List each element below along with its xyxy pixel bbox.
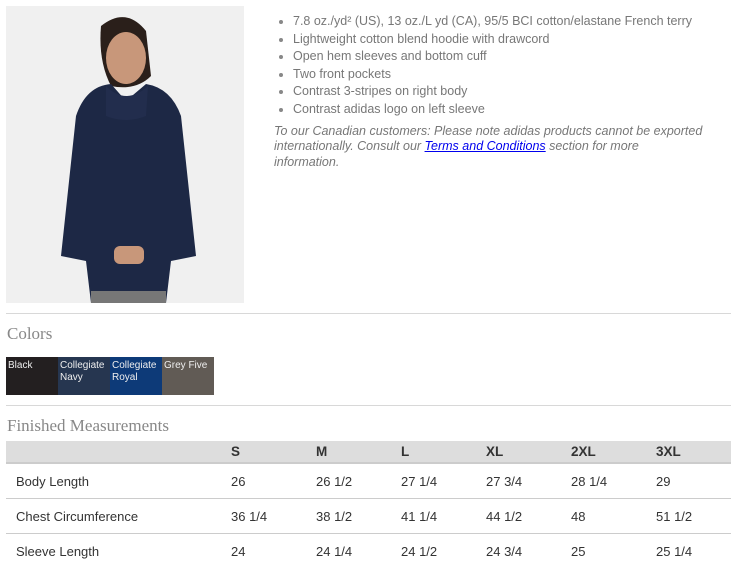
measurement-cell: 26 1/2 [316,463,401,499]
row-label: Sleeve Length [16,543,100,559]
terms-and-conditions-link[interactable]: Terms and Conditions [424,139,546,153]
header-size: L [401,441,486,464]
header-size: 3XL [656,441,731,464]
swatch-black[interactable]: Black [6,357,58,395]
canadian-customers-note: To our Canadian customers: Please note a… [274,124,704,171]
measurement-cell: 25 [571,543,586,559]
measurement-cell: 29 [656,463,731,499]
header-size: S [231,441,316,464]
header-size: 2XL [571,441,656,464]
divider [6,313,731,314]
feature-list: 7.8 oz./yd² (US), 13 oz./L yd (CA), 95/5… [274,14,704,116]
measurement-cell: 24 1/2 [401,543,438,559]
measurement-cell: 26 [231,463,316,499]
measurement-cell: 24 1/4 [316,543,353,559]
measurements-table: S M L XL 2XL 3XL Body Length 26 26 1/2 27 1… [6,441,731,568]
measurement-cell: 38 1/2 [316,498,401,534]
divider [6,405,731,406]
row-label: Chest Circumference [6,498,231,534]
feature-item: Open hem sleeves and bottom cuff [293,49,704,63]
table-row: Chest Circumference 36 1/4 38 1/2 41 1/4 44 … [6,498,731,534]
table-row: Body Length 26 26 1/2 27 1/4 27 3/4 28 1/4 29 [6,463,731,499]
measurements-title: Finished Measurements [7,416,169,435]
feature-item: 7.8 oz./yd² (US), 13 oz./L yd (CA), 95/5… [293,14,704,28]
swatch-collegiate-navy[interactable]: Collegiate Navy [58,357,110,395]
feature-item: Two front pockets [293,67,704,81]
measurement-cell: 51 1/2 [656,498,731,534]
colors-title: Colors [7,324,53,343]
measurement-cell: 36 1/4 [231,498,316,534]
product-features: 7.8 oz./yd² (US), 13 oz./L yd (CA), 95/5… [274,14,704,170]
measurement-cell: 28 1/4 [571,463,656,499]
feature-item: Contrast 3-stripes on right body [293,84,704,98]
swatch-grey-five[interactable]: Grey Five [162,357,214,395]
product-image [6,6,244,303]
feature-item: Contrast adidas logo on left sleeve [293,102,704,116]
header-size: M [316,441,401,464]
measurement-cell: 25 1/4 [656,543,693,559]
row-label: Body Length [6,463,231,499]
measurement-cell: 27 3/4 [486,463,571,499]
measurement-cell: 48 [571,498,656,534]
header-size: XL [486,441,571,464]
feature-item: Lightweight cotton blend hoodie with dra… [293,32,704,46]
note-text: To our Canadian customers: Please note a… [274,123,703,154]
table-header-row: S M L XL 2XL 3XL [6,441,731,464]
measurement-cell: 41 1/4 [401,498,486,534]
measurement-cell: 24 [231,543,246,559]
measurement-cell: 24 3/4 [486,543,523,559]
measurement-cell: 44 1/2 [486,498,571,534]
header-blank [6,441,231,464]
measurement-cell: 27 1/4 [401,463,486,499]
note-text: section for more information. [274,139,639,169]
table-row: Sleeve Length 24 24 1/4 24 1/2 24 3/4 25 25 1/… [6,534,731,569]
model-illustration [6,6,244,303]
color-swatches: Black Collegiate Navy Collegiate Royal G… [6,357,214,395]
swatch-collegiate-royal[interactable]: Collegiate Royal [110,357,162,395]
